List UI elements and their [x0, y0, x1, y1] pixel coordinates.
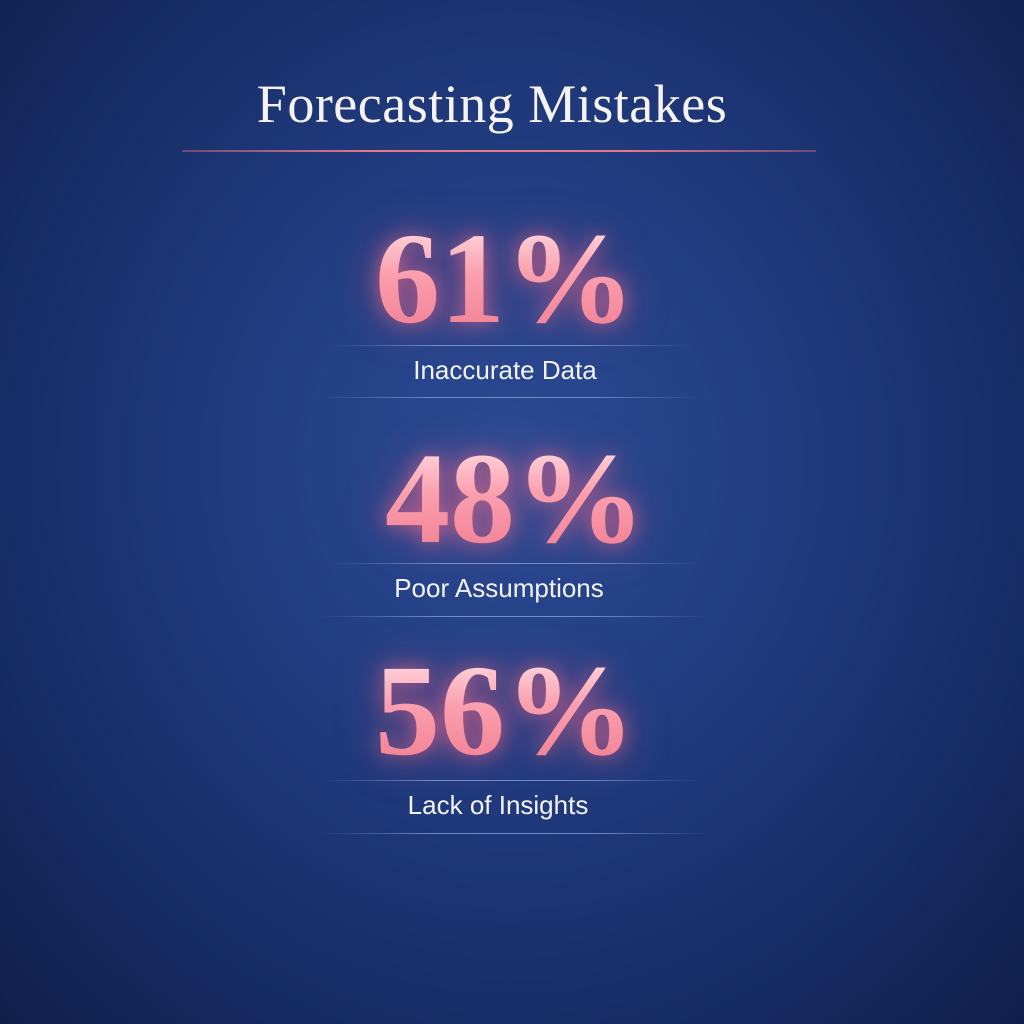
stat-value-lack-of-insights: 56%	[0, 646, 1010, 776]
divider	[320, 833, 710, 834]
divider	[320, 780, 700, 781]
stat-label-lack-of-insights: Lack of Insights	[407, 790, 589, 820]
divider	[320, 397, 700, 398]
stat-label-poor-assumptions: Poor Assumptions	[394, 573, 604, 603]
title-divider	[182, 150, 816, 152]
page-title: Forecasting Mistakes	[256, 74, 728, 134]
divider	[320, 616, 710, 617]
divider	[330, 563, 700, 564]
stat-value-inaccurate-data: 61%	[0, 214, 1010, 344]
stat-value-poor-assumptions: 48%	[10, 434, 1020, 564]
divider	[330, 345, 690, 346]
stat-label-inaccurate-data: Inaccurate Data	[413, 355, 597, 385]
